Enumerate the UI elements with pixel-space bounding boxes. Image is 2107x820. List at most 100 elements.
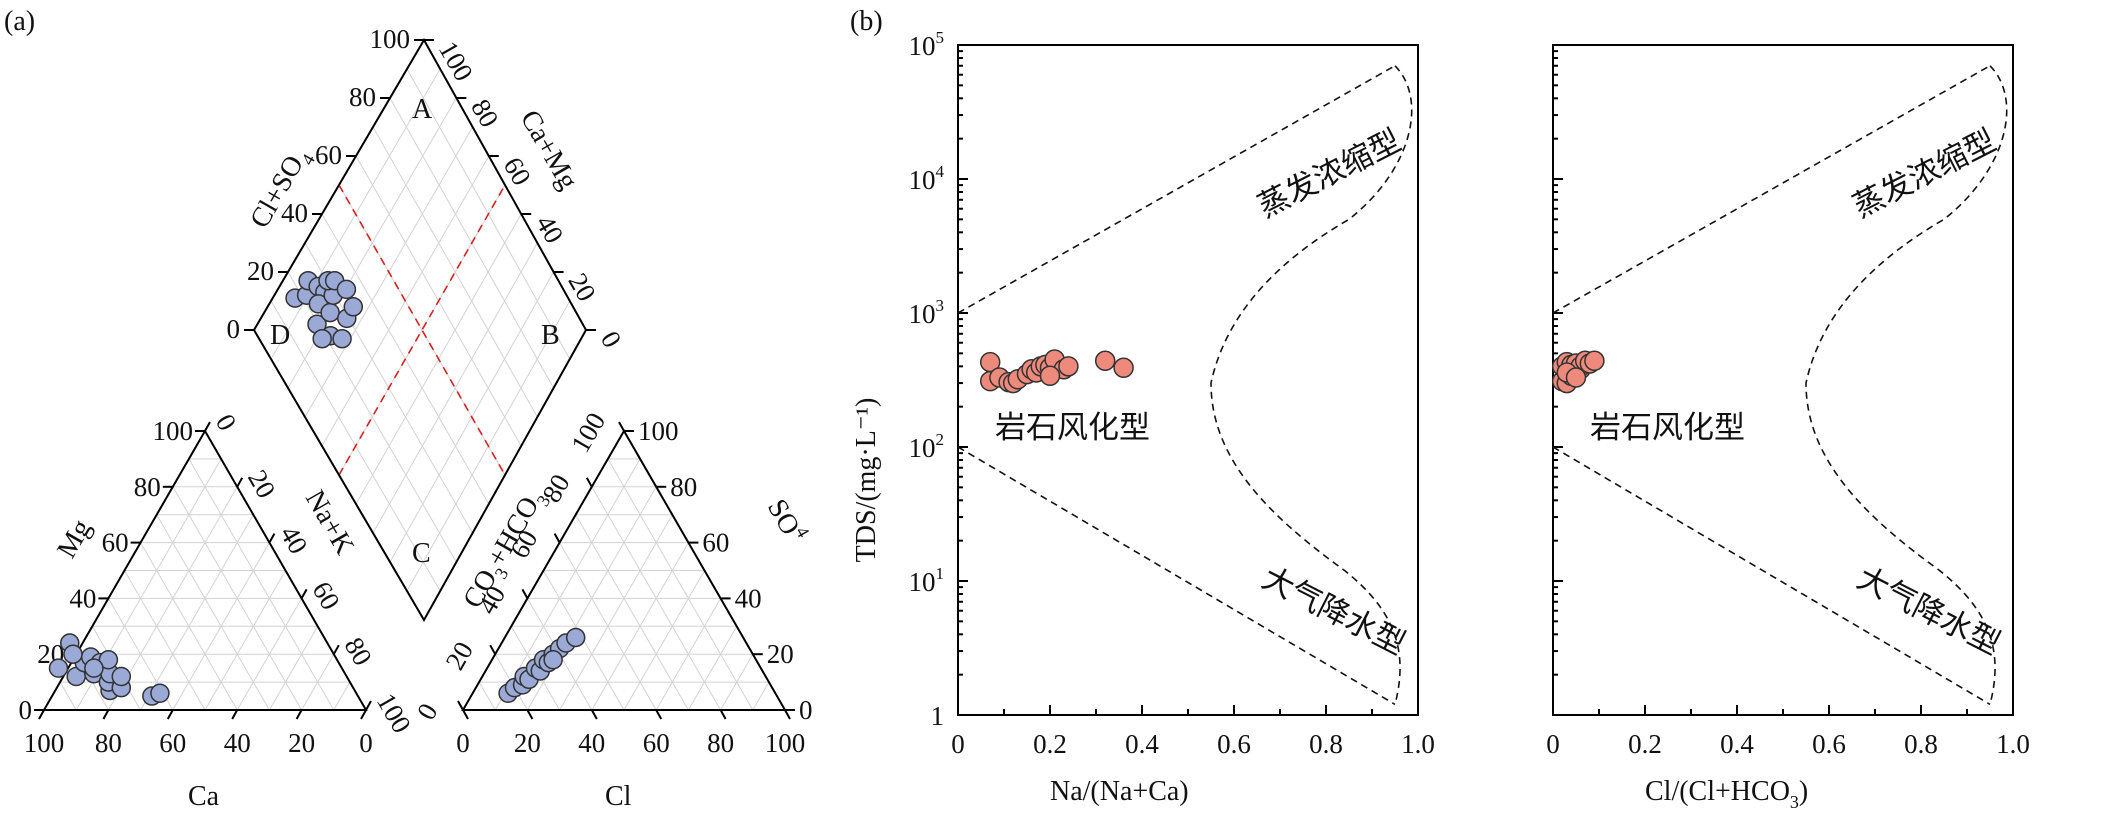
cation-bottom-tick-label: 20 bbox=[288, 728, 315, 758]
diamond-left-tick-label: 0 bbox=[227, 314, 241, 344]
gibbs-x-tick-label: 0 bbox=[1546, 729, 1560, 759]
gibbs-lower-boundary bbox=[1552, 446, 1991, 706]
anion-bottom-tick-label: 80 bbox=[707, 728, 734, 758]
gibbs-y-tick-label: 105 bbox=[909, 28, 945, 61]
zone-label-c: C bbox=[412, 538, 431, 569]
svg-text:Cl/(Cl+HCO3): Cl/(Cl+HCO3) bbox=[1645, 776, 1808, 812]
cation-bottom-axis-label: Ca bbox=[188, 781, 220, 812]
cation-sample-point bbox=[111, 666, 132, 687]
diamond-right-tick-label: 100 bbox=[433, 36, 479, 86]
diamond-right-tick-label: 60 bbox=[498, 152, 537, 190]
cation-bottom-tick-label: 40 bbox=[224, 728, 251, 758]
cation-grid-line bbox=[188, 458, 335, 711]
gibbs-lower-boundary bbox=[957, 446, 1396, 706]
gibbs-sample-point bbox=[1584, 350, 1605, 372]
cation-bottom-tick-label: 80 bbox=[95, 728, 122, 758]
diamond-grid-line bbox=[372, 126, 538, 418]
cation-sample-point bbox=[63, 644, 83, 664]
cation-sample-point bbox=[84, 658, 104, 678]
gibbs-y-tick-label: 101 bbox=[909, 564, 945, 597]
gibbs-x-tick-label: 0.6 bbox=[1812, 729, 1846, 759]
anion-bottom-tick bbox=[526, 709, 534, 720]
diamond-sample-point bbox=[332, 328, 352, 349]
diamond-left-tick-label: 60 bbox=[315, 140, 342, 170]
anion-bottom-tick-label: 100 bbox=[765, 728, 806, 758]
anion-grid-line bbox=[607, 458, 754, 711]
cation-right-tick-label: 40 bbox=[274, 521, 313, 559]
anion-right-tick-label: 20 bbox=[767, 639, 794, 669]
cation-right-tick bbox=[268, 533, 276, 544]
cation-right-tick-label: 20 bbox=[242, 465, 281, 503]
gibbs-x-tick-label: 0.6 bbox=[1217, 729, 1251, 759]
cation-right-tick bbox=[332, 644, 340, 655]
anion-bottom-tick bbox=[719, 709, 727, 720]
anion-triangle-frame bbox=[461, 428, 787, 711]
gibbs-x-tick-label: 0 bbox=[951, 729, 965, 759]
zone-rock-weathering-cation: 岩石风化型 bbox=[995, 410, 1150, 446]
anion-right-tick-label: 80 bbox=[670, 472, 697, 502]
gibbs-x-tick-label: 0.8 bbox=[1309, 729, 1343, 759]
cation-right-tick bbox=[365, 700, 372, 711]
diamond-right-tick-label: 40 bbox=[530, 210, 569, 248]
anion-bottom-tick bbox=[655, 709, 663, 720]
diamond-grid-line bbox=[338, 184, 506, 476]
anion-left-tick bbox=[553, 533, 561, 544]
anion-bottom-tick-label: 60 bbox=[643, 728, 670, 758]
cation-grid-line bbox=[59, 681, 77, 711]
panel-a-label: (a) bbox=[4, 6, 35, 37]
cation-left-tick-label: 0 bbox=[19, 695, 33, 725]
gibbs-x-tick-label: 0.4 bbox=[1720, 729, 1754, 759]
cation-left-tick-label: 60 bbox=[102, 528, 129, 558]
zone-precipitation-cation: 大气降水型 bbox=[1256, 560, 1410, 662]
diamond-right-tick-label: 0 bbox=[595, 326, 628, 353]
cation-bottom-tick-label: 0 bbox=[359, 728, 373, 758]
gibbs-right-boundary bbox=[1210, 65, 1413, 705]
gibbs-y-label: TDS/(mg·L⁻¹) bbox=[851, 398, 882, 563]
anion-left-tick-label: 20 bbox=[440, 637, 479, 675]
gibbs-sample-point bbox=[1039, 365, 1061, 387]
gibbs-y-tick-label: 104 bbox=[909, 162, 945, 195]
cation-left-tick-label: 80 bbox=[134, 472, 161, 502]
anion-bottom-tick bbox=[784, 709, 791, 720]
gibbs-plot-cations: 0 0.2 0.4 0.6 0.8 1.0 1 101 102 103 104 105 bbox=[909, 28, 1435, 759]
diamond-sample-point bbox=[343, 297, 364, 317]
gibbs-sample-point bbox=[1094, 350, 1116, 372]
cation-sample-point bbox=[150, 683, 170, 704]
anion-grid-line bbox=[623, 570, 705, 711]
zone-evaporation-anion: 蒸发浓缩型 bbox=[1847, 123, 2001, 225]
cation-triangle-grid bbox=[59, 458, 351, 711]
gibbs-sample-point bbox=[1565, 367, 1587, 388]
gibbs-anion-x-label: Cl/(Cl+HCO3) bbox=[1645, 776, 1808, 812]
anion-right-tick-label: 0 bbox=[799, 695, 813, 725]
gibbs-sample-point bbox=[1113, 357, 1134, 379]
zone-precipitation-anion: 大气降水型 bbox=[1851, 560, 2005, 662]
gibbs-sample-point bbox=[1058, 356, 1079, 377]
cation-grid-line bbox=[333, 681, 351, 711]
anion-bottom-tick-label: 40 bbox=[578, 728, 605, 758]
cation-right-tick-label: 80 bbox=[339, 632, 378, 670]
cation-grid-line bbox=[124, 570, 206, 711]
gibbs-x-tick-label: 1.0 bbox=[1401, 729, 1435, 759]
zone-evaporation-cation: 蒸发浓缩型 bbox=[1252, 123, 1406, 225]
anion-bottom-tick-label: 20 bbox=[514, 728, 541, 758]
svg-text:SO4: SO4 bbox=[761, 492, 814, 548]
anion-grid-line bbox=[575, 514, 689, 711]
panel-b-label: (b) bbox=[850, 6, 883, 37]
gibbs-y-tick-label: 1 bbox=[931, 701, 945, 731]
anion-bottom-tick bbox=[590, 709, 598, 720]
anion-left-tick bbox=[585, 477, 593, 488]
anion-right-tick-label: 60 bbox=[702, 528, 729, 558]
cation-sample-point bbox=[48, 658, 69, 678]
anion-left-tick-label: 100 bbox=[565, 407, 611, 457]
cation-right-tick-label: 0 bbox=[210, 409, 243, 436]
diamond-left-tick-label: 80 bbox=[349, 82, 376, 112]
diamond-left-tick-label: 20 bbox=[247, 256, 274, 286]
cation-triangle-frame bbox=[42, 428, 368, 711]
gibbs-y-tick-label: 102 bbox=[909, 430, 945, 463]
cation-bottom-tick-label: 60 bbox=[159, 728, 186, 758]
anion-left-tick bbox=[457, 700, 464, 711]
cation-bottom-tick bbox=[360, 709, 367, 720]
